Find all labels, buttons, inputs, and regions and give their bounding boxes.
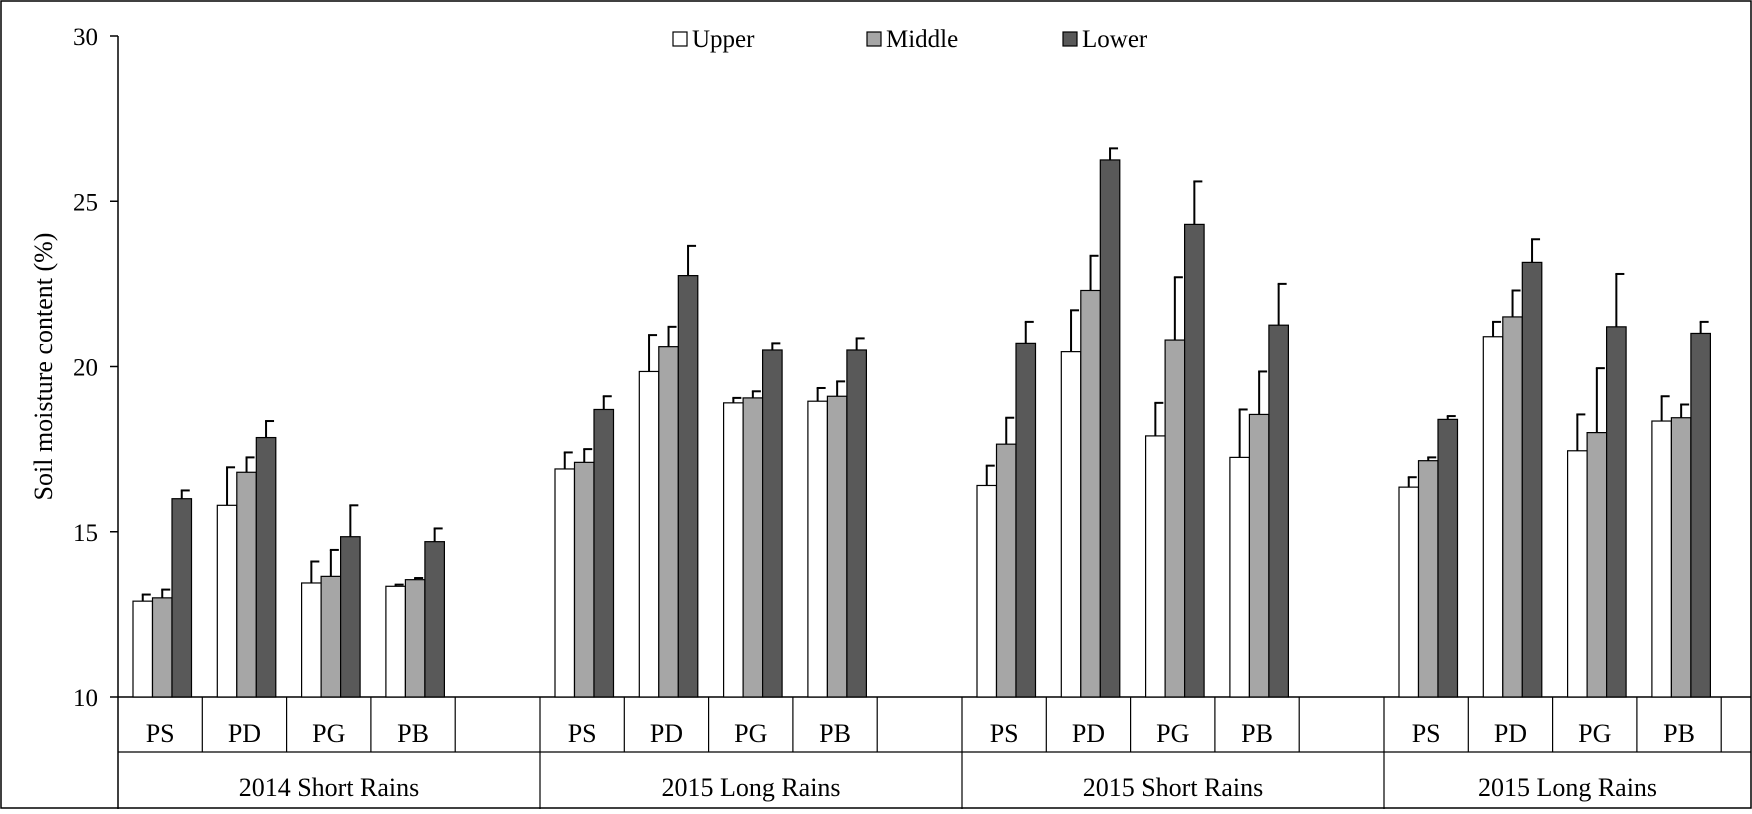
x-category-label: PB [819, 719, 851, 748]
x-category-label: PD [1494, 719, 1527, 748]
bar [1670, 417, 1692, 698]
x-category-label: PB [1663, 719, 1695, 748]
bar [1566, 450, 1588, 698]
bar [593, 408, 615, 698]
legend-swatch [866, 31, 882, 47]
bar [1229, 456, 1251, 698]
y-tick-label: 25 [73, 189, 98, 216]
y-tick-label: 15 [73, 520, 98, 547]
bar [826, 395, 848, 698]
bar [385, 585, 406, 698]
bar [1521, 261, 1543, 698]
bar [340, 536, 361, 698]
bar [404, 579, 426, 698]
bar [573, 461, 595, 698]
x-category-label: PD [650, 719, 683, 748]
bar [424, 541, 445, 698]
bar [1144, 435, 1166, 698]
bar [976, 484, 998, 698]
bar [132, 600, 154, 698]
bar [846, 349, 868, 698]
x-category-label: PG [312, 719, 345, 748]
bar [638, 370, 660, 698]
y-axis-title: Soil moisture content (%) [29, 233, 58, 501]
x-category-label: PS [568, 719, 597, 748]
x-category-label: PG [1578, 719, 1611, 748]
x-category-label: PS [1412, 719, 1441, 748]
bar [1437, 418, 1459, 698]
bar [677, 275, 699, 698]
bar [1248, 413, 1270, 698]
season-label: 2015 Short Rains [1083, 773, 1264, 802]
bar [301, 582, 322, 698]
bar [216, 504, 238, 698]
bar [1651, 420, 1673, 698]
bar [1015, 342, 1037, 698]
bar [1586, 432, 1608, 698]
legend-label: Lower [1082, 26, 1148, 53]
bar [1268, 324, 1290, 698]
x-category-label: PG [1156, 719, 1189, 748]
x-category-label: PS [146, 719, 175, 748]
bar [995, 443, 1017, 698]
bar [1690, 332, 1712, 698]
x-category-label: PG [734, 719, 767, 748]
legend-swatch [1062, 31, 1078, 47]
bar [761, 349, 783, 698]
bar [236, 471, 257, 698]
bar [807, 400, 829, 698]
season-label: 2015 Long Rains [1478, 773, 1657, 802]
bar [1060, 351, 1082, 698]
x-category-label: PD [1072, 719, 1105, 748]
y-tick-label: 10 [73, 685, 98, 712]
legend-label: Middle [886, 26, 958, 53]
bar [1099, 159, 1121, 698]
legend-label: Upper [692, 26, 755, 53]
x-category-label: PD [228, 719, 261, 748]
season-label: 2014 Short Rains [239, 773, 420, 802]
legend-swatch [672, 31, 688, 47]
bar [1398, 486, 1420, 698]
bar [255, 436, 277, 698]
bar [1502, 316, 1523, 698]
bar [722, 402, 744, 698]
bar [320, 575, 342, 698]
bar [658, 346, 679, 698]
bar [554, 468, 576, 698]
bar [742, 397, 764, 698]
y-tick-label: 30 [73, 24, 98, 51]
bar [1417, 460, 1439, 698]
x-category-label: PS [990, 719, 1019, 748]
season-label: 2015 Long Rains [661, 773, 840, 802]
x-category-label: PB [397, 719, 429, 748]
bar [151, 597, 173, 698]
y-tick-label: 20 [73, 355, 98, 382]
x-category-label: PB [1241, 719, 1273, 748]
bar [1164, 339, 1186, 698]
bar [1482, 336, 1504, 698]
bar [171, 498, 193, 698]
bar [1080, 289, 1101, 698]
bar [1183, 223, 1205, 698]
bar [1605, 326, 1627, 698]
